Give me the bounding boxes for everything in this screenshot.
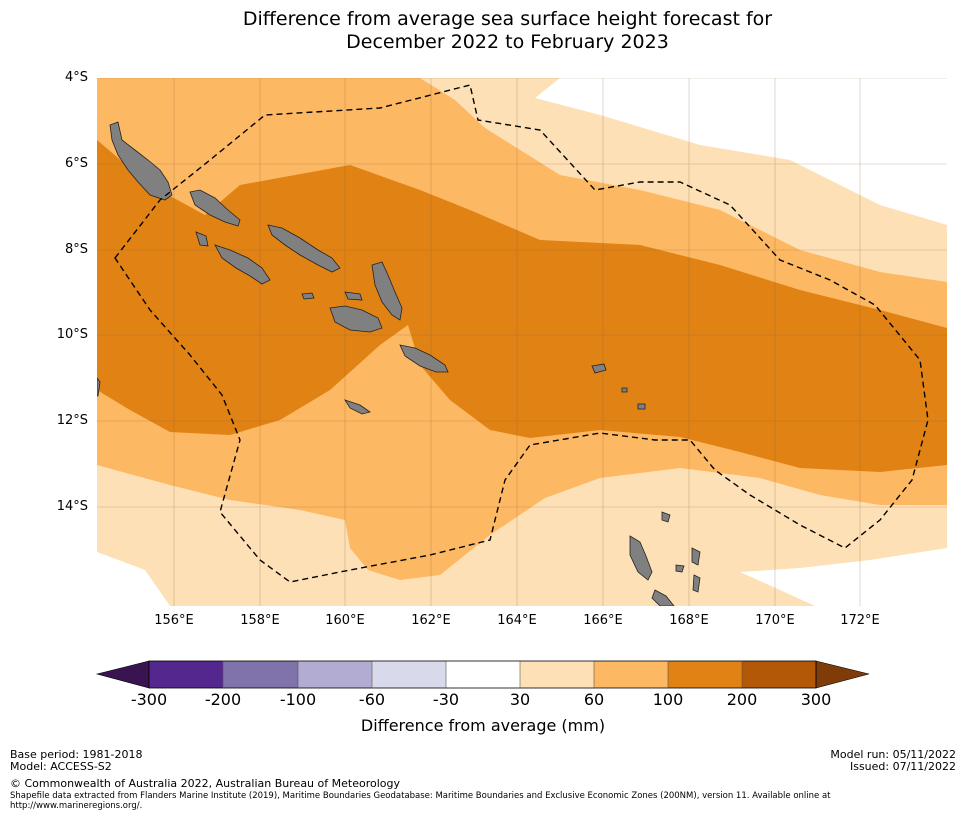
- colorbar-tick: -300: [130, 690, 168, 709]
- gridlines: [97, 78, 947, 606]
- footer-copyright: © Commonwealth of Australia 2022, Austra…: [10, 777, 400, 790]
- band-neutral-bottom-left: [97, 552, 170, 606]
- lon-label: 166°E: [583, 613, 623, 628]
- lat-label: 6°S: [64, 156, 88, 171]
- colorbar-bin-3: [298, 661, 372, 688]
- colorbar: [95, 660, 870, 689]
- footer-shapefile-note: Shapefile data extracted from Flanders M…: [10, 791, 831, 801]
- island-new-georgia-b: [214, 244, 271, 285]
- contour-field: [97, 78, 947, 606]
- lon-label: 168°E: [669, 613, 709, 628]
- island-makira: [399, 344, 449, 373]
- colorbar-tick: 30: [509, 690, 531, 709]
- island-choiseul: [189, 189, 241, 227]
- island-santa-isabel: [267, 224, 341, 273]
- colorbar-bin-8: [668, 661, 742, 688]
- lon-label: 162°E: [411, 613, 451, 628]
- footer-url: http://www.marineregions.org/.: [10, 801, 143, 811]
- colorbar-tick: -30: [432, 690, 460, 709]
- lon-label: 160°E: [325, 613, 365, 628]
- island-vanuatu-c: [675, 564, 685, 573]
- lat-label: 12°S: [56, 413, 88, 428]
- colorbar-frame: [148, 660, 817, 689]
- island-small-b: [637, 403, 646, 410]
- colorbar-bin-6: [520, 661, 594, 688]
- island-new-georgia-a: [195, 231, 209, 247]
- footer-base-period: Base period: 1981-2018: [10, 748, 143, 761]
- colorbar-bin-9: [742, 661, 816, 688]
- colorbar-bin-4: [372, 661, 446, 688]
- footer-issued: Issued: 07/11/2022: [849, 760, 956, 773]
- lat-label: 14°S: [56, 499, 88, 514]
- colorbar-bin-1: [149, 661, 223, 688]
- island-santa-cruz: [591, 363, 607, 374]
- band-neutral-bottom-right: [740, 548, 947, 606]
- island-florida: [344, 291, 363, 301]
- footer-model: Model: ACCESS-S2: [10, 760, 112, 773]
- colorbar-tick: 60: [583, 690, 605, 709]
- lon-label: 172°E: [840, 613, 880, 628]
- band-100-200: [97, 140, 947, 472]
- island-guadalcanal: [329, 305, 383, 333]
- land-masses: [97, 121, 701, 606]
- colorbar-extend-high: [815, 660, 870, 689]
- lon-label: 158°E: [240, 613, 280, 628]
- island-vanuatu-b: [692, 574, 701, 593]
- island-malakula: [651, 589, 675, 606]
- title-line-2: December 2022 to February 2023: [346, 31, 669, 53]
- colorbar-tick: 100: [652, 690, 684, 709]
- colorbar-tick: 200: [726, 690, 758, 709]
- island-rennell: [344, 399, 371, 415]
- colorbar-tick: 300: [800, 690, 832, 709]
- island-edge: [97, 377, 101, 397]
- island-russell: [301, 292, 315, 300]
- colorbar-extend-low: [95, 660, 150, 689]
- lat-label: 4°S: [64, 70, 88, 85]
- colorbar-bin-2: [223, 661, 298, 688]
- colorbar-tick: -60: [358, 690, 386, 709]
- colorbar-bin-5: [446, 661, 520, 688]
- colorbar-label: Difference from average (mm): [360, 716, 606, 735]
- island-malaita: [371, 261, 403, 321]
- footer-model-run: Model run: 05/11/2022: [830, 748, 956, 761]
- lon-label: 170°E: [755, 613, 795, 628]
- title-line-1: Difference from average sea surface heig…: [242, 8, 773, 30]
- colorbar-tick: -200: [204, 690, 242, 709]
- eez-boundary: [114, 84, 929, 583]
- lat-label: 8°S: [64, 242, 88, 257]
- colorbar-bin-7: [594, 661, 668, 688]
- map-title: Difference from average sea surface heig…: [0, 8, 965, 54]
- lat-label: 10°S: [56, 327, 88, 342]
- island-espiritu-santo: [629, 535, 653, 581]
- island-small-a: [621, 387, 628, 393]
- island-bougainville: [109, 121, 173, 201]
- island-vanuatu-a: [691, 547, 701, 566]
- band-neutral-top: [535, 78, 947, 225]
- island-torres: [661, 511, 671, 523]
- lon-label: 156°E: [154, 613, 194, 628]
- colorbar-tick: -100: [279, 690, 317, 709]
- lon-label: 164°E: [497, 613, 537, 628]
